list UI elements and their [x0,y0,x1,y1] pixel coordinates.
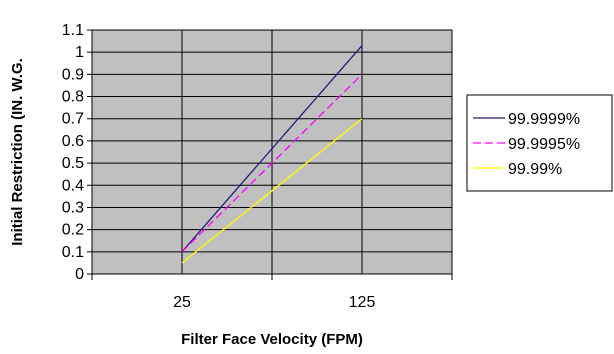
y-tick-label: 0.5 [62,155,84,172]
series-line [181,73,363,253]
series-layer [181,45,363,264]
y-tick-label: 0.9 [62,66,84,83]
y-tick-label: 0.1 [62,244,84,261]
y-tick-label: 1.1 [62,22,84,39]
x-tick-label: 25 [173,294,191,311]
y-tick-label: 0.7 [62,111,84,128]
y-tick-label: 0.4 [62,177,84,194]
series-line [181,118,363,264]
legend-items: 99.9999% 99.9995% 99.99% [473,111,580,178]
y-tick-labels: 0 0.1 0.2 0.3 0.4 0.5 0.6 0.7 0.8 0.9 1 1.1 [62,22,84,283]
y-tick-label: 0.2 [62,222,84,239]
axis-layer [87,29,453,280]
x-tick-labels: 25 125 [173,294,375,311]
y-tick-label: 0.6 [62,133,84,150]
y-tick-label: 1 [75,44,84,61]
series-line [181,45,363,253]
y-tick-label: 0.8 [62,89,84,106]
legend-label: 99.99% [508,161,562,178]
x-axis-title: Filter Face Velocity (FPM) [181,331,363,348]
y-axis-title: Initial Restriction (IN. W.G. [9,58,26,246]
x-tick-label: 125 [349,294,376,311]
legend-label: 99.9999% [508,111,580,128]
legend: 99.9999% 99.9995% 99.99% [466,94,613,192]
y-tick-label: 0.3 [62,199,84,216]
y-tick-label: 0 [75,266,84,283]
legend-label: 99.9995% [508,136,580,153]
